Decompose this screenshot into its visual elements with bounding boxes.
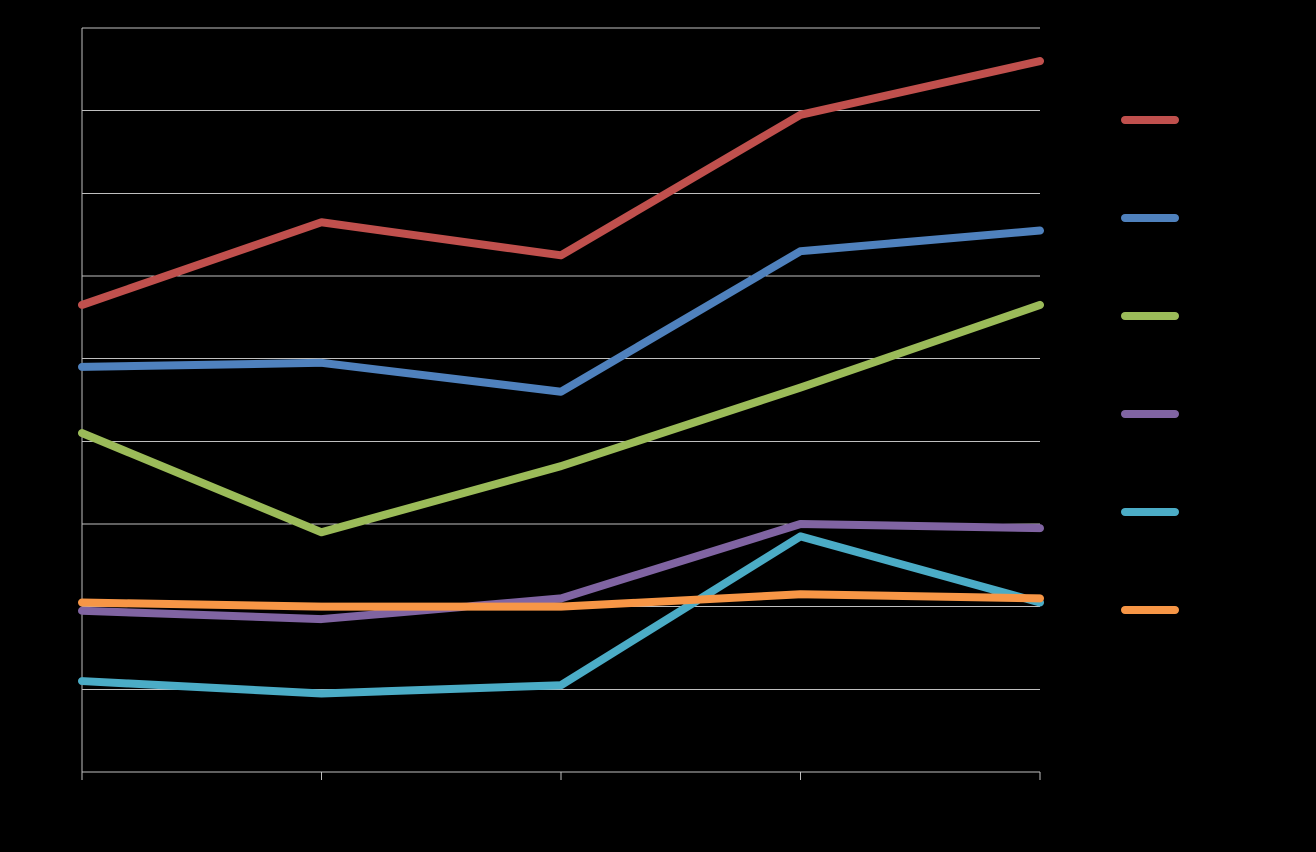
line-chart [0, 0, 1316, 852]
chart-bg [0, 0, 1316, 852]
